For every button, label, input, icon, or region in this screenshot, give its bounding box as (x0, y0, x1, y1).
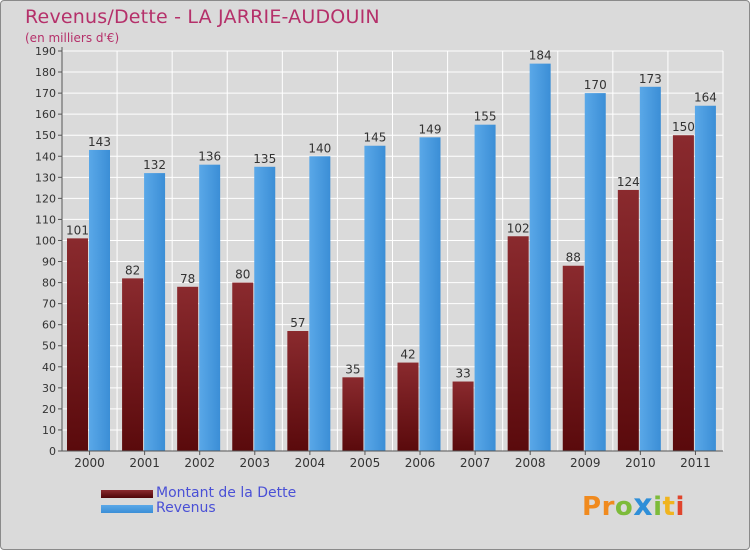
data-label-revenue-2009: 170 (584, 78, 607, 92)
data-label-revenue-2000: 143 (88, 135, 111, 149)
logo-letter: t (662, 492, 676, 522)
data-label-debt-2010: 124 (617, 175, 640, 189)
x-tick-label-2001: 2001 (129, 456, 160, 470)
logo-letter: i (675, 492, 685, 522)
data-label-revenue-2007: 155 (474, 110, 497, 124)
data-label-revenue-2010: 173 (639, 72, 662, 86)
bar-debt-2009 (562, 265, 584, 451)
logo-letter: i (653, 492, 663, 522)
data-label-debt-2006: 42 (400, 348, 415, 362)
y-tick-label: 70 (42, 298, 56, 311)
chart-subtitle: (en milliers d'€) (25, 31, 120, 45)
legend-swatch-debt (101, 490, 153, 498)
x-tick-label-2006: 2006 (405, 456, 436, 470)
x-tick-label-2011: 2011 (680, 456, 711, 470)
x-tick-label-2002: 2002 (184, 456, 215, 470)
y-tick-label: 60 (42, 319, 56, 332)
x-tick-label-2000: 2000 (74, 456, 105, 470)
legend-label-debt: Montant de la Dette (156, 485, 297, 501)
legend-swatch-revenue (101, 505, 153, 513)
data-label-debt-2001: 82 (125, 263, 140, 277)
data-label-debt-2007: 33 (455, 367, 470, 381)
logo-letter: r (601, 492, 615, 522)
bar-revenue-2008 (529, 63, 551, 451)
y-tick-label: 10 (42, 424, 56, 437)
data-label-debt-2004: 57 (290, 316, 305, 330)
bar-revenue-2006 (419, 137, 441, 451)
y-tick-label: 170 (35, 87, 56, 100)
bar-debt-2003 (232, 282, 254, 451)
y-tick-label: 40 (42, 361, 56, 374)
bar-debt-2011 (672, 135, 694, 452)
bar-debt-2004 (287, 331, 309, 451)
data-label-revenue-2011: 164 (694, 91, 717, 105)
y-tick-label: 180 (35, 66, 56, 79)
y-tick-label: 130 (35, 171, 56, 184)
bar-revenue-2005 (364, 145, 386, 451)
data-label-debt-2002: 78 (180, 272, 195, 286)
data-label-revenue-2001: 132 (143, 158, 166, 172)
bar-revenue-2001 (144, 173, 166, 451)
bar-debt-2008 (507, 236, 529, 451)
bar-revenue-2010 (639, 86, 661, 451)
y-tick-label: 90 (42, 256, 56, 269)
x-tick-label-2009: 2009 (570, 456, 601, 470)
bar-revenue-2009 (584, 93, 606, 452)
y-tick-label: 30 (42, 382, 56, 395)
y-tick-label: 20 (42, 403, 56, 416)
y-tick-label: 140 (35, 150, 56, 163)
bar-revenue-2011 (694, 105, 716, 451)
y-tick-label: 110 (35, 213, 56, 226)
data-label-revenue-2002: 136 (198, 150, 221, 164)
data-label-revenue-2004: 140 (308, 141, 331, 155)
y-tick-label: 160 (35, 108, 56, 121)
data-label-debt-2005: 35 (345, 362, 360, 376)
bar-debt-2000 (67, 238, 88, 451)
y-tick-label: 100 (35, 234, 56, 247)
x-tick-label-2010: 2010 (625, 456, 656, 470)
bar-revenue-2000 (89, 149, 110, 451)
logo-letter: o (614, 492, 634, 522)
data-label-debt-2008: 102 (507, 221, 530, 235)
bar-debt-2010 (617, 189, 639, 451)
y-tick-label: 150 (35, 129, 56, 142)
y-tick-label: 0 (49, 445, 56, 458)
y-tick-label: 80 (42, 277, 56, 290)
y-tick-label: 190 (35, 45, 56, 58)
bar-debt-2002 (177, 286, 199, 451)
proxiti-logo: Proxiti (582, 488, 685, 523)
bar-revenue-2007 (474, 124, 496, 452)
x-tick-label-2008: 2008 (515, 456, 546, 470)
x-tick-label-2005: 2005 (350, 456, 381, 470)
y-tick-label: 50 (42, 340, 56, 353)
logo-letter: P (582, 492, 602, 522)
data-label-revenue-2003: 135 (253, 152, 276, 166)
legend-label-revenue: Revenus (156, 500, 216, 516)
y-tick-label: 120 (35, 192, 56, 205)
data-label-revenue-2005: 145 (363, 131, 386, 145)
x-tick-label-2007: 2007 (460, 456, 491, 470)
data-label-debt-2009: 88 (566, 251, 581, 265)
bar-revenue-2003 (254, 166, 276, 451)
bar-debt-2007 (452, 381, 474, 451)
bar-revenue-2004 (309, 156, 331, 451)
bar-revenue-2002 (199, 164, 221, 451)
bar-debt-2006 (397, 362, 419, 451)
x-tick-label-2004: 2004 (295, 456, 326, 470)
bar-debt-2001 (122, 278, 144, 451)
x-tick-label-2003: 2003 (240, 456, 271, 470)
data-label-debt-2003: 80 (235, 268, 250, 282)
data-label-revenue-2008: 184 (529, 49, 552, 63)
data-label-debt-2011: 150 (672, 120, 695, 134)
data-label-revenue-2006: 149 (419, 122, 442, 136)
bar-debt-2005 (342, 377, 364, 451)
chart-title: Revenus/Dette - LA JARRIE-AUDOUIN (25, 6, 380, 28)
logo-letter: x (633, 488, 654, 523)
data-label-debt-2000: 101 (66, 223, 89, 237)
